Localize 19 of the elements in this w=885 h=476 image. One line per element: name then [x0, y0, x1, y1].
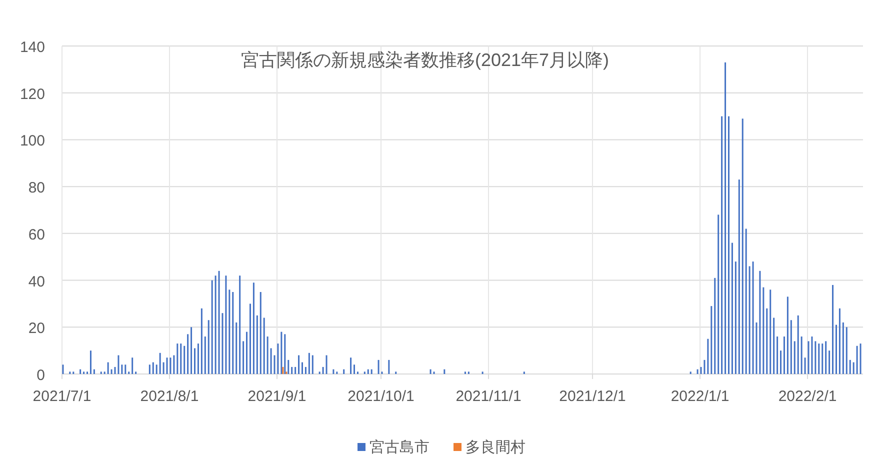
y-tick-label: 100: [20, 132, 45, 150]
y-tick-label: 60: [28, 226, 45, 244]
y-tick-label: 80: [28, 180, 45, 197]
y-tick-label: 40: [28, 273, 45, 290]
chart-title: 宮古関係の新規感染者数推移(2021年7月以降): [240, 50, 610, 70]
x-tick-label: 2021/11/1: [456, 388, 522, 405]
y-tick-label: 0: [36, 367, 45, 384]
y-tick-label: 20: [28, 320, 45, 338]
x-tick-label: 2021/9/1: [248, 388, 306, 405]
y-tick-label: 140: [20, 39, 45, 56]
legend-label: 多良間村: [466, 439, 526, 456]
x-tick-label: 2021/7/1: [32, 388, 92, 405]
x-tick-label: 2021/12/1: [559, 388, 626, 405]
x-tick-label: 2022/1/1: [670, 388, 730, 405]
legend-label: 宮古島市: [370, 439, 430, 456]
x-tick-label: 2022/2/1: [778, 388, 837, 405]
y-tick-label: 120: [20, 86, 45, 103]
x-tick-label: 2021/10/1: [348, 388, 414, 405]
x-tick-label: 2021/8/1: [140, 388, 199, 405]
